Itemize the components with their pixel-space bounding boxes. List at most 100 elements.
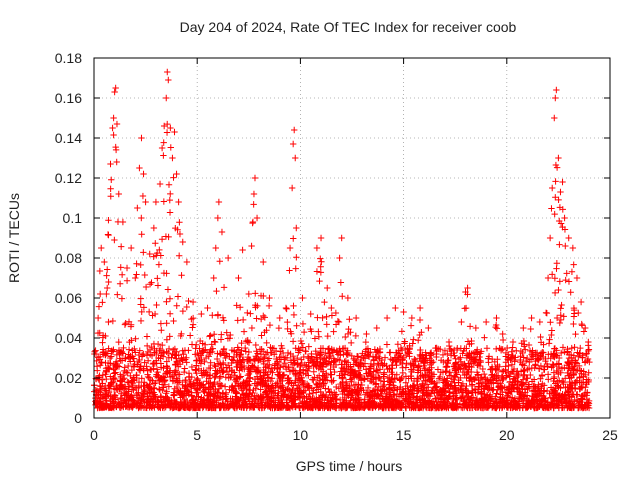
data-point: [213, 287, 220, 295]
data-point: [171, 398, 178, 406]
data-point: [274, 379, 281, 387]
data-point: [568, 268, 576, 276]
data-point: [155, 261, 163, 268]
data-point: [421, 371, 429, 379]
data-point: [310, 362, 317, 370]
data-point: [322, 385, 329, 392]
data-point: [529, 393, 537, 400]
data-point: [561, 364, 568, 371]
data-point: [96, 290, 104, 298]
y-axis-label: ROTI / TECUs: [6, 193, 22, 283]
data-point: [262, 388, 270, 395]
data-point: [105, 387, 113, 395]
data-point: [179, 307, 187, 315]
data-point: [211, 338, 219, 346]
data-point: [337, 404, 345, 411]
data-point: [548, 331, 555, 339]
data-point: [146, 346, 154, 354]
data-point: [482, 374, 489, 382]
data-point: [210, 274, 217, 282]
data-point: [328, 304, 335, 312]
data-point: [239, 246, 246, 254]
data-point: [527, 325, 534, 333]
data-point: [364, 352, 372, 359]
data-point: [115, 338, 122, 346]
data-point: [92, 394, 99, 402]
data-point: [201, 388, 208, 396]
data-point: [195, 365, 202, 373]
data-point: [144, 357, 152, 364]
data-point: [406, 388, 413, 396]
data-point: [397, 400, 405, 408]
data-point: [245, 290, 252, 298]
data-point: [105, 365, 112, 372]
data-point: [509, 344, 516, 351]
data-point: [277, 375, 284, 383]
data-point: [258, 346, 265, 353]
data-point: [558, 301, 565, 309]
data-point: [389, 356, 396, 364]
data-point: [109, 317, 117, 325]
data-point: [544, 274, 552, 282]
data-point: [236, 303, 244, 311]
data-point: [105, 217, 112, 224]
data-point: [557, 305, 564, 312]
data-point: [562, 276, 569, 284]
data-point: [226, 386, 233, 393]
data-point: [561, 214, 568, 222]
data-point: [143, 333, 151, 340]
data-point: [465, 374, 473, 381]
data-point: [469, 389, 476, 396]
data-point: [244, 381, 251, 388]
data-point: [283, 354, 291, 362]
data-point: [214, 350, 221, 357]
data-point: [279, 388, 286, 395]
data-point: [166, 310, 174, 317]
data-point: [340, 351, 347, 358]
data-point: [95, 390, 102, 398]
data-point: [366, 398, 373, 406]
data-point: [163, 320, 170, 327]
data-point: [417, 367, 424, 374]
data-point: [336, 372, 343, 379]
data-point: [555, 196, 562, 204]
data-point: [313, 359, 321, 367]
data-point: [160, 374, 168, 381]
data-point: [105, 392, 112, 399]
data-point: [197, 360, 205, 367]
data-point: [389, 371, 396, 378]
data-point: [493, 314, 500, 322]
data-point: [462, 304, 470, 312]
data-point: [317, 255, 324, 262]
data-point: [176, 230, 184, 238]
data-point: [283, 305, 290, 313]
data-point: [117, 404, 125, 411]
data-point: [181, 388, 188, 396]
data-point: [362, 346, 370, 353]
data-point: [476, 353, 483, 361]
data-point: [153, 360, 160, 367]
data-point: [292, 370, 299, 377]
data-point: [509, 404, 517, 411]
data-point: [515, 403, 522, 410]
data-point: [146, 398, 153, 405]
data-point: [497, 382, 505, 390]
data-point: [374, 369, 382, 377]
data-point: [573, 274, 581, 282]
data-point: [317, 269, 325, 276]
data-point: [254, 367, 261, 374]
data-point: [123, 277, 131, 284]
data-point: [332, 321, 340, 328]
data-point: [151, 404, 158, 411]
data-point: [289, 361, 297, 369]
data-point: [156, 180, 164, 188]
data-point: [290, 382, 297, 389]
data-point: [113, 382, 121, 390]
data-point: [463, 398, 470, 406]
data-point: [517, 391, 524, 398]
data-point: [183, 258, 191, 266]
data-point: [560, 380, 567, 388]
data-point: [185, 370, 193, 377]
data-point: [211, 361, 218, 369]
data-point: [516, 396, 524, 403]
